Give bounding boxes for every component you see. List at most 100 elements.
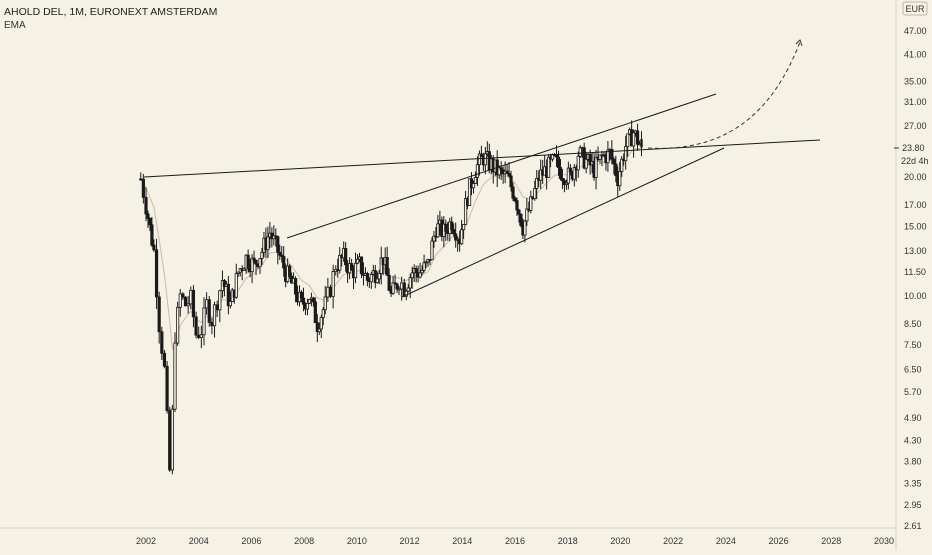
candle-body	[562, 180, 567, 186]
candle-body	[576, 155, 580, 171]
candle-body	[250, 257, 254, 273]
candle-body	[560, 178, 565, 182]
candle-body	[326, 286, 330, 298]
candle-body	[305, 302, 310, 310]
channel-upper-line[interactable]	[286, 93, 717, 239]
projection-arc[interactable]	[647, 41, 801, 149]
candle-body	[226, 283, 230, 307]
candle-body	[331, 271, 335, 297]
candle-body	[266, 236, 270, 251]
candle-body	[632, 132, 636, 147]
candle-body	[311, 297, 315, 303]
time-tick-label: 2002	[136, 536, 156, 546]
candle-body	[452, 229, 456, 235]
candle-body	[635, 130, 640, 145]
candle-body	[509, 175, 513, 188]
currency-badge[interactable]: EUR	[902, 1, 928, 16]
candle-body	[258, 258, 262, 268]
candle-body	[349, 263, 354, 271]
candle-body	[626, 133, 630, 148]
price-tick-label: 7.50	[904, 340, 922, 350]
indicator-label[interactable]: EMA	[4, 20, 26, 31]
candle-body	[410, 272, 414, 279]
candle-body	[606, 149, 610, 164]
candle-body	[558, 167, 563, 179]
candle-body	[236, 271, 240, 274]
time-tick-label: 2008	[294, 536, 314, 546]
currency-label: EUR	[905, 4, 925, 14]
candle-body	[578, 147, 582, 157]
price-tick-label: 17.00	[904, 200, 927, 210]
price-tick-label: 10.00	[904, 291, 927, 301]
candle-body	[194, 316, 198, 336]
candle-body	[497, 167, 501, 176]
candle-body	[450, 221, 454, 230]
candle-body	[323, 296, 327, 311]
candle-body	[181, 293, 185, 298]
candle-body	[234, 273, 238, 298]
candle-body	[139, 178, 143, 181]
price-tick-label: 5.70	[904, 387, 922, 397]
candle-body	[436, 223, 440, 238]
candle-body	[228, 301, 232, 307]
candle-body	[260, 251, 264, 259]
candle-body	[479, 153, 483, 158]
time-axis[interactable]: 2002 2004 2006 2008 2010 2012 2014 2016 2018 2020…	[136, 536, 894, 546]
candle-body	[170, 408, 174, 471]
trendline-resistance[interactable]	[143, 139, 821, 178]
price-axis[interactable]: 55.0047.0041.0035.0031.0027.0020.0017.00…	[904, 0, 927, 531]
candle-body	[475, 164, 480, 178]
candle-body	[408, 277, 412, 289]
candle-body	[535, 177, 539, 189]
candle-body	[471, 183, 476, 189]
candle-body	[210, 321, 214, 327]
drawings[interactable]	[143, 39, 821, 298]
candle-body	[393, 282, 397, 285]
candle-body	[162, 352, 167, 367]
candle-body	[422, 262, 426, 271]
candle-body	[150, 224, 154, 246]
candle-body	[444, 223, 448, 232]
price-tick-label: 35.00	[904, 76, 927, 86]
time-tick-label: 2028	[821, 536, 841, 546]
candle-body	[430, 240, 434, 261]
candle-body	[620, 158, 624, 172]
symbol-title: AHOLD DEL, 1M, EURONEXT AMSTERDAM	[4, 6, 218, 18]
candle-body	[197, 334, 201, 338]
candle-body	[556, 156, 561, 168]
candle-body	[598, 154, 602, 160]
candle-body	[614, 163, 618, 176]
channel-lower-line[interactable]	[401, 147, 725, 298]
candle-body	[199, 334, 203, 338]
price-tick-label: 20.00	[904, 172, 927, 182]
candle-body	[207, 299, 211, 323]
candle-body	[344, 248, 348, 266]
candle-body	[640, 139, 643, 148]
candle-body	[154, 249, 159, 298]
candle-body	[202, 307, 206, 336]
candle-body	[377, 273, 381, 280]
candle-body	[183, 296, 188, 307]
candle-body	[387, 275, 391, 291]
candle-body	[624, 146, 628, 162]
candle-body	[148, 218, 152, 226]
time-tick-label: 2022	[663, 536, 683, 546]
candle-body	[463, 198, 468, 225]
candle-body	[186, 303, 190, 307]
price-tick-label: 13.00	[904, 246, 927, 256]
time-tick-label: 2016	[505, 536, 525, 546]
chart-header[interactable]: AHOLD DEL, 1M, EURONEXT AMSTERDAM EMA	[4, 5, 217, 33]
candle-body	[321, 309, 325, 318]
candle-body	[404, 290, 408, 297]
candle-body	[280, 254, 284, 257]
candle-body	[467, 178, 472, 206]
candle-body	[215, 304, 219, 311]
price-tick-label: 6.50	[904, 365, 922, 375]
candle-body	[307, 299, 312, 304]
candle-body	[379, 257, 383, 274]
candle-body	[222, 280, 227, 287]
candle-body	[400, 282, 404, 290]
price-tick-label: 3.80	[904, 457, 922, 467]
